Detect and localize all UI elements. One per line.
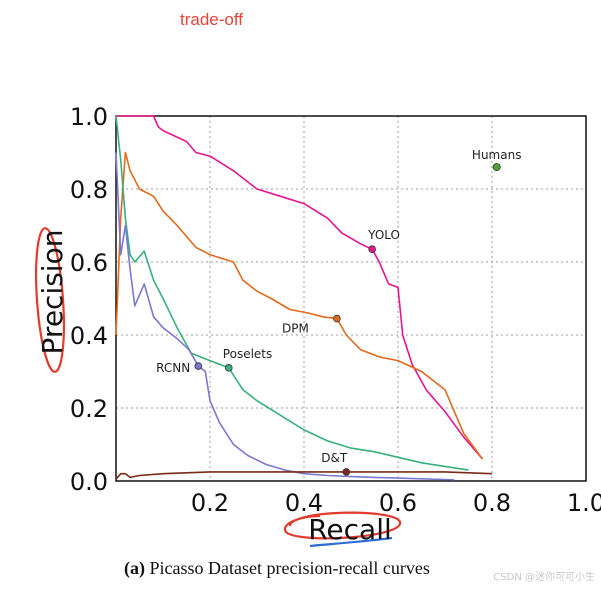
caption-prefix: (a) — [124, 558, 145, 578]
ylabel-circle-scribble — [34, 227, 66, 373]
y-tick-label: 0.8 — [70, 176, 108, 204]
x-axis-label: Recall — [308, 513, 392, 546]
point-marker-humans — [492, 163, 501, 172]
figure-caption: (a) Picasso Dataset precision-recall cur… — [124, 558, 430, 579]
y-tick-label: 1.0 — [70, 103, 108, 131]
series-marker-poselets — [225, 364, 233, 372]
y-tick-label: 0.6 — [70, 249, 108, 277]
series-line-d-t — [115, 471, 493, 480]
series-label-rcnn: RCNN — [156, 361, 190, 375]
watermark: CSDN @迷你可可小生 — [493, 572, 595, 583]
x-tick-label: 1.0 — [567, 489, 601, 517]
series-marker-d-t — [342, 468, 351, 476]
grid-lines — [116, 116, 586, 481]
series-line-poselets — [115, 115, 469, 471]
point-label-humans: Humans — [472, 148, 522, 162]
caption-text: Picasso Dataset precision-recall curves — [149, 558, 430, 578]
series-labels: YOLO DPM Poselets RCNN D&T Humans — [156, 148, 521, 465]
series-marker-yolo — [368, 245, 376, 254]
series-line-yolo — [116, 115, 484, 460]
series-line-dpm — [115, 151, 484, 460]
xlabel-underline-scribble — [309, 536, 393, 548]
x-tick-label: 0.4 — [285, 489, 323, 517]
series-marker-rcnn — [194, 362, 203, 370]
y-axis-label: Precision — [36, 230, 69, 355]
x-tick-label: 0.2 — [191, 489, 229, 517]
series-label-d-t: D&T — [321, 451, 348, 465]
axis-ticks: 0.2 0.4 0.6 0.8 1.0 0.0 0.2 0.4 0.6 0.8 1.0 — [70, 103, 601, 517]
series-line-rcnn — [115, 152, 455, 481]
series-label-dpm: DPM — [282, 322, 309, 336]
series-label-yolo: YOLO — [367, 228, 400, 242]
series-label-poselets: Poselets — [223, 347, 272, 361]
series-markers — [194, 163, 501, 476]
series-marker-dpm — [333, 314, 341, 323]
trade-off-note: trade-off — [180, 10, 244, 29]
x-tick-label: 0.8 — [473, 489, 511, 517]
y-tick-label: 0.4 — [70, 322, 108, 350]
y-tick-label: 0.0 — [70, 468, 108, 496]
xlabel-circle-scribble — [283, 511, 402, 540]
plot-frame — [115, 115, 587, 482]
y-tick-label: 0.2 — [70, 395, 108, 423]
x-tick-label: 0.6 — [379, 489, 417, 517]
